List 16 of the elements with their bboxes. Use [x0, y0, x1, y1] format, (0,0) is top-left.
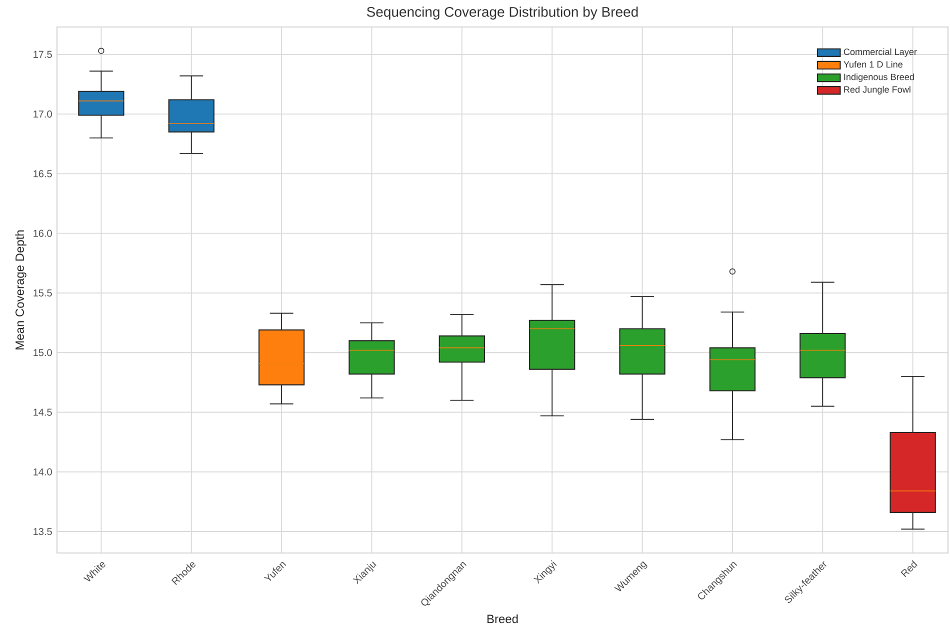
legend-label: Indigenous Breed: [844, 74, 914, 82]
y-axis-title: Mean Coverage Depth: [15, 230, 26, 350]
y-tick-label: 16.0: [34, 230, 52, 237]
y-tick-label: 14.0: [34, 468, 52, 476]
y-tick-label: 17.0: [34, 110, 52, 118]
y-tick-label: 15.5: [34, 289, 52, 296]
x-axis-title: Breed: [487, 614, 518, 624]
y-tick-label: 16.5: [34, 170, 52, 178]
y-tick-label: 17.5: [34, 50, 52, 58]
legend-label: Yufen 1 D Line: [844, 60, 903, 68]
legend-label: Red Jungle Fowl: [844, 86, 910, 95]
y-tick-label: 15.0: [34, 349, 52, 356]
chart-title: Sequencing Coverage Distribution by Breed: [366, 6, 638, 20]
y-tick-label: 13.5: [34, 528, 52, 536]
legend-label: Commercial Layer: [844, 48, 917, 57]
y-tick-label: 14.5: [34, 408, 52, 416]
